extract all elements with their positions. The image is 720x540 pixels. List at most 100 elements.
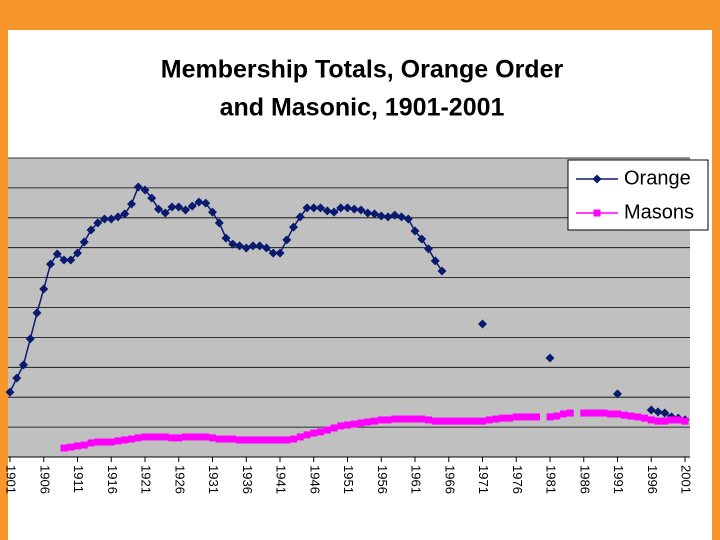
point <box>452 417 459 425</box>
point <box>282 235 292 245</box>
point <box>349 204 359 214</box>
point <box>175 434 183 442</box>
point <box>533 413 540 421</box>
point <box>661 417 669 425</box>
chart-subtitle: and Masonic, 1901-2001 <box>220 94 505 122</box>
point <box>485 416 493 424</box>
point <box>236 436 243 444</box>
point <box>478 319 487 329</box>
point <box>350 420 358 428</box>
legend-marker <box>592 174 602 184</box>
point <box>397 212 406 222</box>
point <box>303 431 311 439</box>
point <box>106 214 116 224</box>
point <box>100 214 109 224</box>
chart-title: Membership Totals, Orange Order <box>161 56 564 84</box>
point <box>418 415 426 423</box>
point <box>256 436 264 444</box>
point <box>86 225 96 235</box>
point <box>681 417 689 425</box>
point <box>283 436 291 444</box>
point <box>445 417 453 425</box>
point <box>120 209 130 219</box>
point <box>526 413 534 421</box>
point <box>128 435 135 443</box>
point <box>479 417 486 425</box>
point <box>268 248 278 258</box>
point <box>141 433 149 441</box>
legend-box <box>567 159 709 231</box>
x-tick-label: 2001 <box>679 465 694 494</box>
point <box>66 255 76 265</box>
point <box>107 438 115 446</box>
point <box>147 193 157 203</box>
point <box>228 239 238 249</box>
point <box>309 203 319 213</box>
point <box>167 202 177 212</box>
point <box>94 438 102 446</box>
point <box>674 416 682 424</box>
point <box>336 203 346 213</box>
point <box>330 424 338 432</box>
point <box>546 413 554 421</box>
x-tick-label: 1931 <box>206 465 221 494</box>
point <box>620 411 628 419</box>
point <box>195 433 203 441</box>
x-tick-label: 1921 <box>139 465 154 494</box>
point <box>25 334 35 344</box>
point <box>46 259 55 269</box>
x-tick-label: 1951 <box>341 465 356 494</box>
point <box>317 428 324 436</box>
point <box>302 203 312 213</box>
point <box>101 438 108 446</box>
point <box>154 204 163 214</box>
point <box>201 198 211 208</box>
point <box>627 412 635 420</box>
point <box>12 373 22 383</box>
point <box>148 433 156 441</box>
point <box>337 422 345 430</box>
point <box>580 409 588 417</box>
point <box>417 234 427 244</box>
point <box>398 415 405 423</box>
point <box>32 308 42 318</box>
point <box>614 410 621 418</box>
point <box>607 410 615 418</box>
point <box>87 439 95 447</box>
point <box>289 222 298 232</box>
point <box>329 207 339 217</box>
legend-label: Orange <box>624 167 691 189</box>
point <box>437 266 447 276</box>
point <box>344 421 351 429</box>
point <box>404 415 412 423</box>
point <box>235 241 244 251</box>
x-tick-label: 1976 <box>510 465 525 494</box>
point <box>377 416 385 424</box>
point <box>512 413 520 421</box>
point <box>276 436 284 444</box>
point <box>383 212 393 222</box>
point <box>390 210 400 220</box>
point <box>376 211 386 221</box>
point <box>73 248 82 258</box>
point <box>357 419 365 427</box>
point <box>269 436 277 444</box>
point <box>322 206 332 216</box>
point <box>134 434 142 442</box>
point <box>430 256 440 266</box>
point <box>208 207 217 217</box>
point <box>613 389 622 399</box>
point <box>241 243 251 253</box>
point <box>202 433 210 441</box>
point <box>411 415 419 423</box>
point <box>391 415 399 423</box>
point <box>634 413 642 421</box>
point <box>296 433 304 441</box>
point <box>194 197 204 207</box>
point <box>519 413 527 421</box>
x-tick-label: 1996 <box>645 465 660 494</box>
x-tick-label: 1916 <box>105 465 120 494</box>
point <box>343 203 352 213</box>
point <box>364 418 372 426</box>
